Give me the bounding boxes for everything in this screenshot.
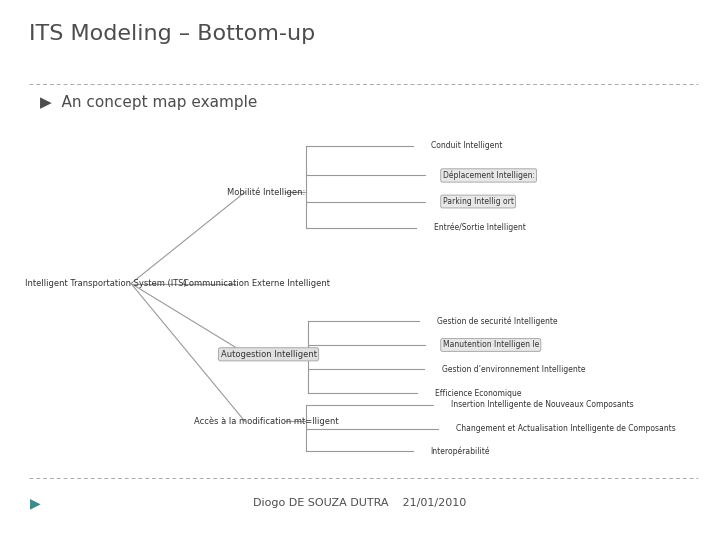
Text: Intelligent Transportation System (ITS): Intelligent Transportation System (ITS) [25,279,186,288]
Text: Interopérabilité: Interopérabilité [431,447,490,456]
Text: Changement et Actualisation Intelligente de Composants: Changement et Actualisation Intelligente… [456,424,676,433]
Text: Autogestion Intelligent: Autogestion Intelligent [220,350,317,359]
Text: ▶  An concept map example: ▶ An concept map example [40,94,257,110]
Text: Gestion d’environnement Intelligente: Gestion d’environnement Intelligente [442,364,585,374]
Text: Accès à la modification mt=lligent: Accès à la modification mt=lligent [194,417,339,426]
Text: Insertion Intelligente de Nouveaux Composants: Insertion Intelligente de Nouveaux Compo… [451,400,634,409]
Text: Entrée/Sortie Intelligent: Entrée/Sortie Intelligent [434,223,526,232]
Text: Parking Intellig ort: Parking Intellig ort [443,197,513,206]
Text: Communication Externe Intelligent: Communication Externe Intelligent [183,279,330,288]
Text: ITS Modeling – Bottom-up: ITS Modeling – Bottom-up [29,24,315,44]
Text: ▶: ▶ [30,496,41,510]
Text: Diogo DE SOUZA DUTRA    21/01/2010: Diogo DE SOUZA DUTRA 21/01/2010 [253,498,467,508]
Text: Efficience Economique: Efficience Economique [436,389,522,398]
Text: Conduit Intelligent: Conduit Intelligent [431,141,502,150]
Text: Gestion de securité Intelligente: Gestion de securité Intelligente [437,316,558,326]
Text: Manutention Intelligen le: Manutention Intelligen le [443,341,539,349]
Text: Déplacement Intelligen:: Déplacement Intelligen: [443,171,535,180]
Text: Mobilité Intelligen:: Mobilité Intelligen: [228,187,305,197]
